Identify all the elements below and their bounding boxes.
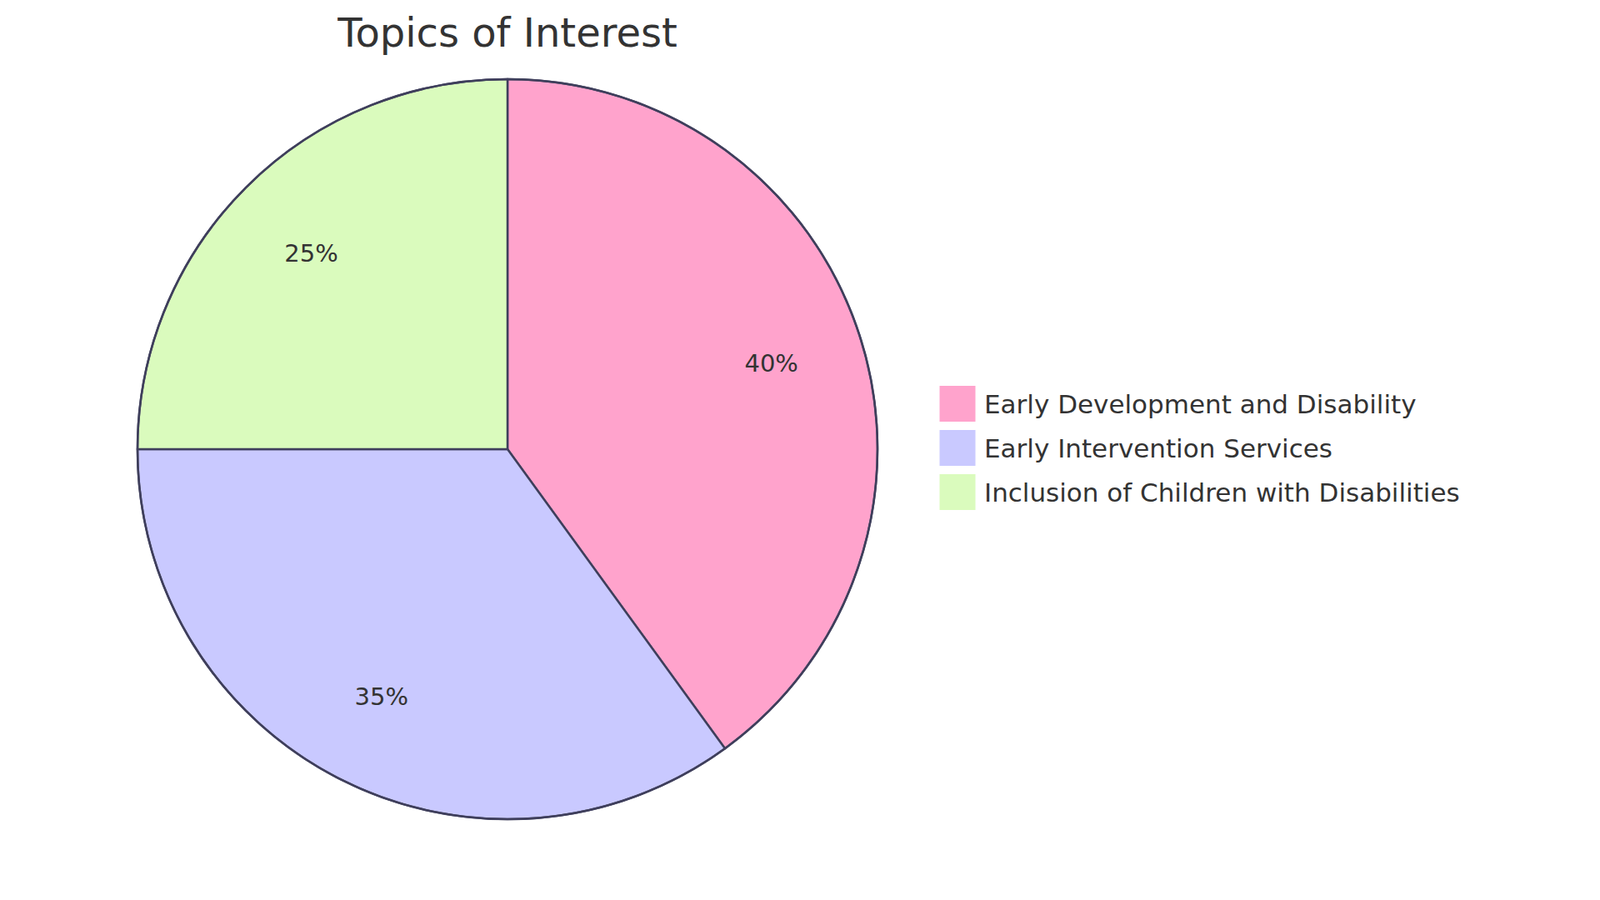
pie-slice [137,79,508,450]
pie-slice [137,449,725,820]
data-label: 40% [744,349,798,378]
legend: Early Development and Disability Early In… [939,385,1460,511]
chart-title: Topics of Interest [336,9,677,56]
pie-outline [137,79,878,820]
data-labels: 40% 35% 25% [284,239,799,711]
legend-label: Inclusion of Children with Disabilities [984,477,1460,508]
chart: Topics of Interest 40% 35% 25% Early Develop… [0,0,1600,900]
slices [137,79,878,820]
legend-swatch [939,430,976,467]
legend-label: Early Intervention Services [984,433,1333,464]
data-label: 25% [284,239,338,268]
data-label: 35% [355,682,409,711]
legend-swatch [939,385,976,423]
legend-swatch [939,474,976,511]
legend-label: Early Development and Disability [984,389,1417,420]
